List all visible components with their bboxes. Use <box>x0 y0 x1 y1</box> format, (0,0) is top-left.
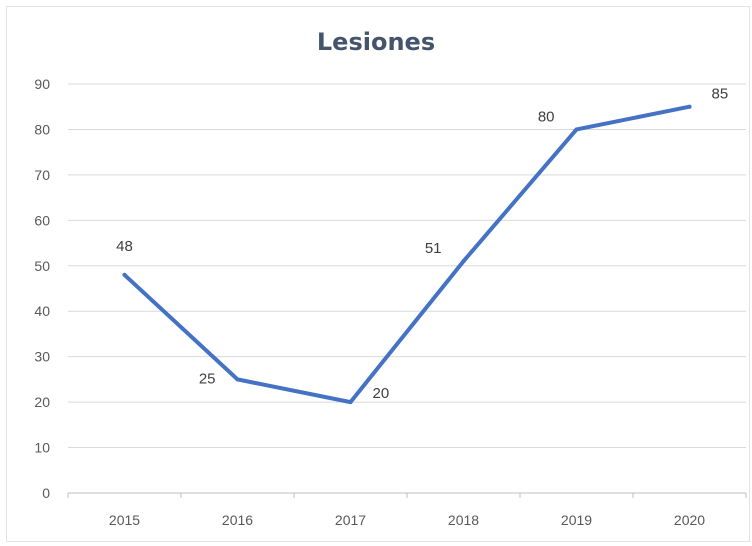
data-label: 25 <box>199 370 216 387</box>
y-tick-label: 70 <box>34 167 50 183</box>
x-tick-label: 2015 <box>109 512 140 528</box>
data-label: 80 <box>538 108 555 125</box>
data-point <box>348 400 353 405</box>
y-tick-label: 80 <box>34 121 50 137</box>
data-label: 85 <box>712 86 729 103</box>
chart-area <box>6 6 750 542</box>
data-label: 48 <box>116 238 133 255</box>
data-point <box>122 272 127 277</box>
y-tick-label: 50 <box>34 258 50 274</box>
x-tick-label: 2018 <box>448 512 479 528</box>
y-tick-label: 10 <box>34 440 50 456</box>
data-point <box>574 127 579 132</box>
data-point <box>461 259 466 264</box>
data-label: 20 <box>373 385 390 402</box>
data-point <box>235 377 240 382</box>
series-line <box>122 104 692 405</box>
data-label: 51 <box>425 240 442 257</box>
x-tick-label: 2017 <box>335 512 366 528</box>
y-tick-label: 30 <box>34 349 50 365</box>
y-tick-label: 90 <box>34 76 50 92</box>
x-tick-label: 2016 <box>222 512 253 528</box>
data-point <box>687 104 692 109</box>
x-tick-label: 2020 <box>674 512 705 528</box>
x-tick-label: 2019 <box>561 512 592 528</box>
y-tick-label: 60 <box>34 212 50 228</box>
chart-title: Lesiones <box>316 28 436 56</box>
y-tick-label: 40 <box>34 303 50 319</box>
y-tick-label: 0 <box>42 485 50 501</box>
y-tick-label: 20 <box>34 394 50 410</box>
